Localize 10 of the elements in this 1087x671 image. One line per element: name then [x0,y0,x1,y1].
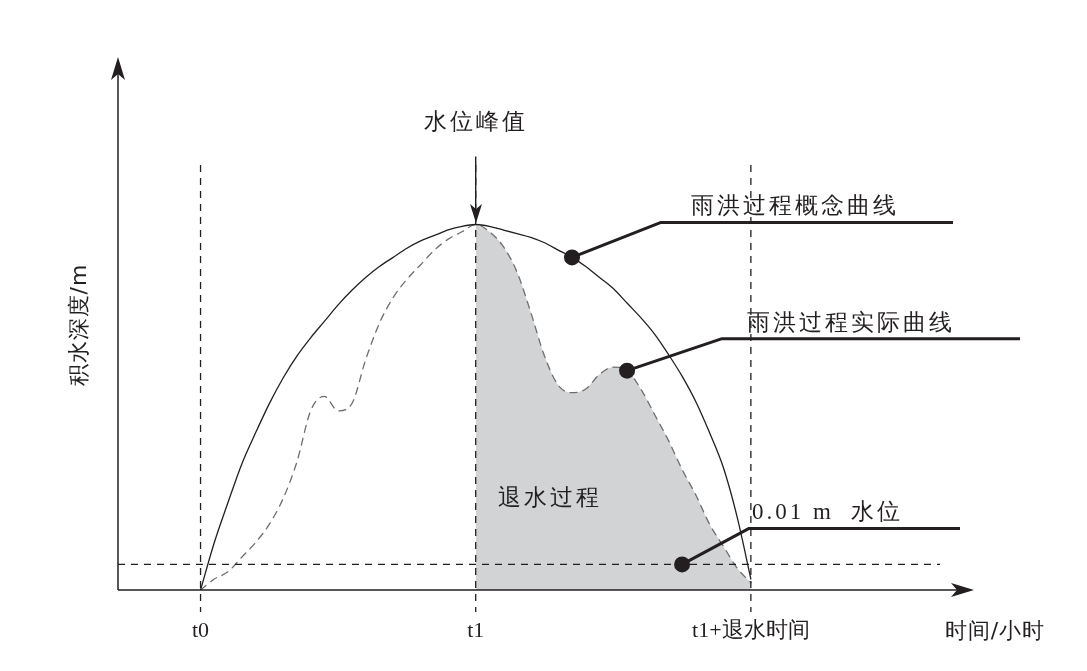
x-axis-title: 时间/小时 [944,618,1046,643]
ref-line-label: 0.01 m 水位 [752,499,904,525]
x-tick-label: t0 [191,616,210,642]
text: 雨洪过程概念曲线 [691,192,900,219]
annotation: 水位峰值 [423,108,528,135]
series-label: 退水过程 [497,484,602,510]
text: 雨洪过程实际曲线 [747,308,956,335]
x-tick-label: t1 [467,616,485,642]
y-axis-title: 积水深度/m [65,263,91,387]
x-tick-label: t1+退水时间 [692,616,810,642]
